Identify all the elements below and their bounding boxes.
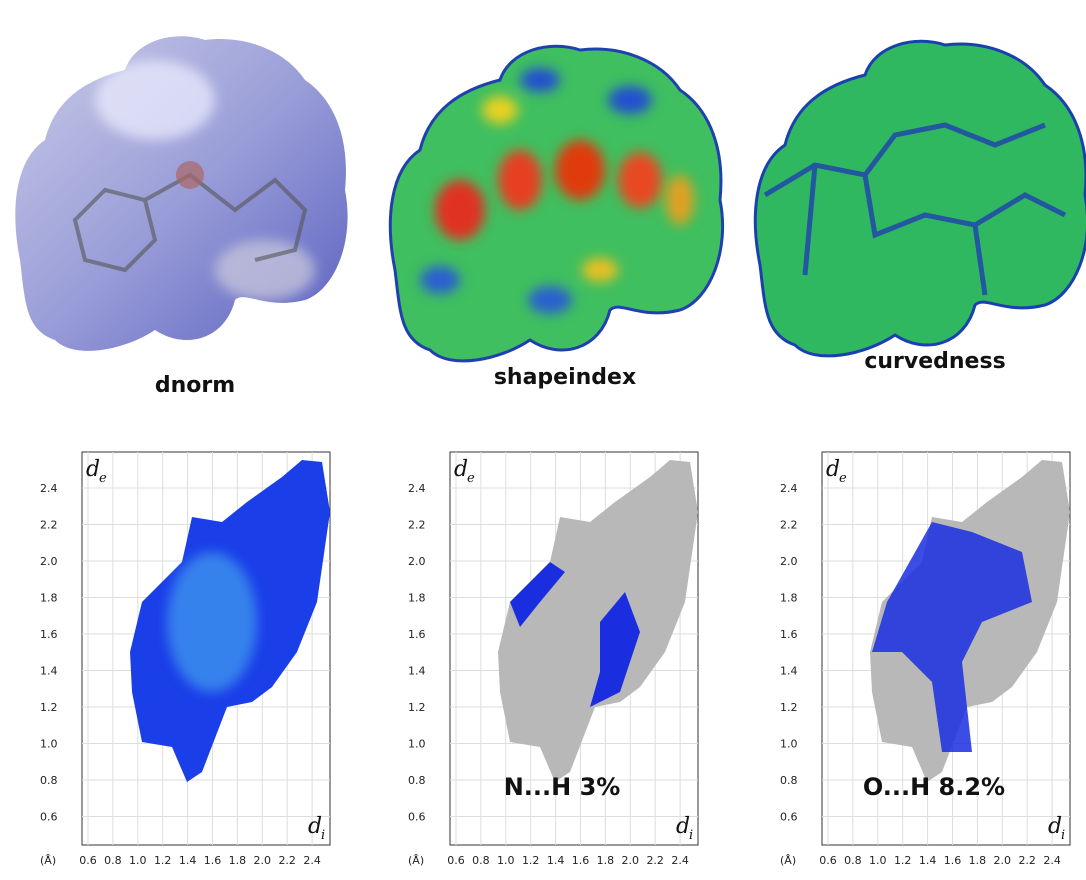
y-tick-label: 2.4 [40,482,58,495]
y-axis-sub: e [467,471,475,486]
x-tick-label: 2.2 [1018,854,1035,867]
x-tick-label: 2.4 [303,854,321,867]
x-tick-label: 1.6 [944,854,962,867]
y-tick-label: 0.6 [40,811,58,824]
y-tick-label: 1.8 [40,592,58,605]
fingerprint-plot: 2.4 2.2 2.0 1.8 1.6 1.4 1.2 1.0 0.8 0.6 0.6 0.8 1.0 1… [408,452,698,867]
x-tick-label: 1.0 [869,854,887,867]
x-tick-label: 2.4 [1043,854,1061,867]
x-tick-label: 1.6 [572,854,590,867]
x-tick-label: 2.0 [254,854,272,867]
y-tick-label: 0.8 [408,774,426,787]
x-tick-label: 1.6 [204,854,222,867]
y-tick-label: 1.0 [780,738,798,751]
x-tick-label: 2.0 [994,854,1012,867]
y-tick-label: 1.6 [780,628,798,641]
y-tick-label: 1.8 [408,592,426,605]
y-tick-label: 1.4 [408,665,426,678]
shapeindex-surface [390,46,722,361]
dnorm-surface [15,36,347,351]
y-axis-sub: e [99,471,107,486]
x-unit: (Å) [408,854,424,867]
x-tick-label: 2.0 [622,854,640,867]
y-axis-label: d [826,457,840,482]
y-tick-label: 0.6 [780,811,798,824]
x-tick-label: 0.8 [104,854,122,867]
y-tick-label: 1.4 [780,665,798,678]
annotation: O...H 8.2% [863,773,1005,801]
x-unit: (Å) [40,854,56,867]
y-tick-label: 1.8 [780,592,798,605]
y-tick-label: 1.6 [408,628,426,641]
x-tick-label: 2.2 [278,854,296,867]
surface-label: shapeindex [494,365,636,390]
x-axis-sub: i [1061,828,1065,843]
x-axis-label: d [1048,814,1062,839]
x-tick-label: 0.6 [79,854,97,867]
x-axis-sub: i [321,828,325,843]
annotation: N...H 3% [504,773,621,801]
y-axis-sub: e [839,471,847,486]
y-tick-label: 2.2 [780,519,798,532]
y-tick-label: 1.2 [408,701,426,714]
x-tick-label: 1.0 [497,854,515,867]
x-tick-label: 2.4 [671,854,689,867]
x-tick-label: 1.4 [919,854,937,867]
x-tick-label: 1.0 [129,854,147,867]
x-tick-label: 0.8 [844,854,862,867]
figure: dnorm shapeindex curvedness 2.4 2.2 2.0 1.8 1.6… [0,0,1086,880]
y-tick-label: 0.8 [780,774,798,787]
y-tick-label: 1.2 [780,701,798,714]
cloud-core [167,552,257,692]
x-tick-label: 0.6 [819,854,837,867]
x-tick-label: 1.8 [229,854,247,867]
y-axis-label: d [454,457,468,482]
y-tick-label: 1.6 [40,628,58,641]
y-tick-label: 2.2 [40,519,58,532]
x-axis-sub: i [689,828,693,843]
y-tick-label: 1.0 [40,738,58,751]
y-tick-label: 2.4 [408,482,426,495]
fingerprint-plot: 2.4 2.2 2.0 1.8 1.6 1.4 1.2 1.0 0.8 0.6 0.6 0.8 1.0 1… [780,452,1070,867]
y-tick-label: 0.6 [408,811,426,824]
x-tick-label: 1.2 [154,854,172,867]
x-tick-label: 0.8 [472,854,490,867]
x-tick-label: 0.6 [447,854,465,867]
surface-label: dnorm [155,373,235,398]
x-axis-label: d [308,814,322,839]
curvedness-surface [755,41,1086,356]
y-tick-label: 2.2 [408,519,426,532]
y-tick-label: 2.4 [780,482,798,495]
x-tick-label: 1.4 [179,854,197,867]
y-tick-label: 1.2 [40,701,58,714]
y-tick-label: 1.0 [408,738,426,751]
x-tick-label: 1.2 [522,854,540,867]
x-tick-label: 1.8 [969,854,987,867]
y-tick-label: 2.0 [780,555,798,568]
x-axis-label: d [676,814,690,839]
x-tick-label: 1.2 [894,854,912,867]
x-tick-label: 1.8 [597,854,615,867]
y-axis-label: d [86,457,100,482]
y-tick-label: 0.8 [40,774,58,787]
x-tick-label: 2.2 [646,854,664,867]
x-tick-label: 1.4 [547,854,565,867]
surface-label: curvedness [864,349,1005,374]
fingerprint-plot: 2.4 2.2 2.0 1.8 1.6 1.4 1.2 1.0 0.8 0.6 0.6 0.8 1.0 1… [40,452,330,867]
y-tick-label: 2.0 [40,555,58,568]
y-tick-label: 2.0 [408,555,426,568]
y-tick-label: 1.4 [40,665,58,678]
x-unit: (Å) [780,854,796,867]
